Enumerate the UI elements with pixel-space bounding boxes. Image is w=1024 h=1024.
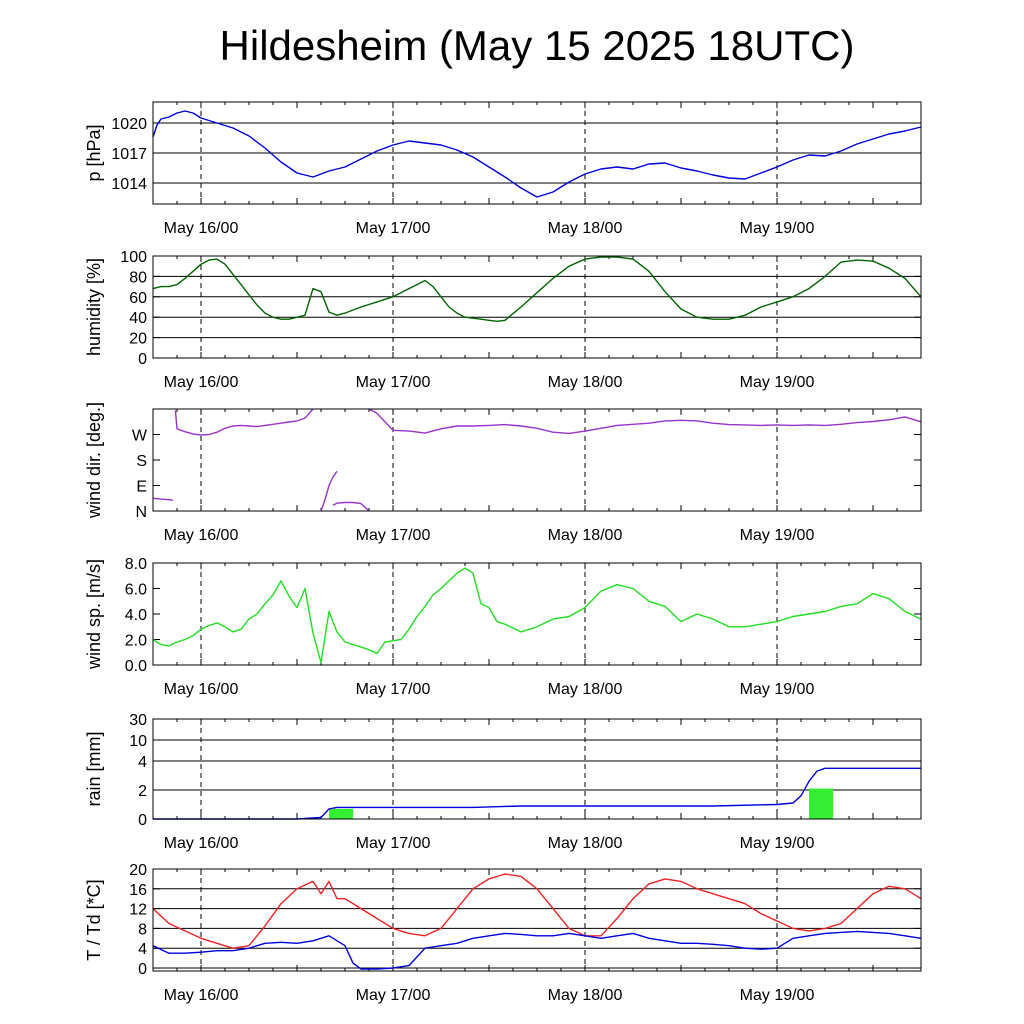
y-axis-label: rain [mm] bbox=[84, 731, 104, 806]
y-tick-label: 0 bbox=[138, 351, 147, 368]
y-tick-label: N bbox=[135, 504, 147, 521]
y-tick-label: 4 bbox=[138, 754, 147, 771]
x-tick-label: May 19/00 bbox=[740, 987, 815, 1004]
x-tick-label: May 18/00 bbox=[548, 527, 623, 544]
x-tick-label: May 18/00 bbox=[548, 374, 623, 391]
plot-frame bbox=[152, 255, 922, 359]
y-axis-label: humidity [%] bbox=[84, 258, 104, 356]
y-tick-label: 20 bbox=[129, 862, 147, 879]
wind-direction-series-segment bbox=[368, 408, 922, 435]
y-tick-label: 0 bbox=[138, 961, 147, 978]
temperature-series-line-td bbox=[152, 930, 922, 970]
y-tick-label: 0 bbox=[138, 812, 147, 829]
rain-bar bbox=[809, 788, 833, 819]
y-tick-label: 60 bbox=[129, 290, 147, 307]
plot-frame bbox=[152, 868, 922, 972]
y-tick-label: 4 bbox=[138, 941, 147, 958]
y-tick-label: 0.0 bbox=[125, 658, 147, 675]
y-axis-label: wind dir. [deg.] bbox=[84, 402, 104, 519]
y-tick-label: W bbox=[132, 428, 148, 445]
wind-speed-series-line bbox=[152, 567, 922, 664]
x-tick-label: May 16/00 bbox=[164, 374, 239, 391]
x-tick-label: May 16/00 bbox=[164, 835, 239, 852]
y-tick-label: 80 bbox=[129, 269, 147, 286]
x-tick-label: May 18/00 bbox=[548, 835, 623, 852]
y-tick-label: 1017 bbox=[111, 146, 147, 163]
y-tick-label: 6.0 bbox=[125, 582, 147, 599]
plot-frame bbox=[152, 101, 922, 205]
y-tick-label: 1020 bbox=[111, 116, 147, 133]
pressure-series-line bbox=[152, 110, 922, 198]
y-tick-label: E bbox=[136, 479, 147, 496]
y-tick-label: 1014 bbox=[111, 176, 147, 193]
humidity-series-line bbox=[152, 256, 922, 322]
wind-direction-series-segment bbox=[152, 497, 174, 501]
x-tick-label: May 19/00 bbox=[740, 835, 815, 852]
y-tick-label: 4.0 bbox=[125, 607, 147, 624]
y-tick-label: S bbox=[136, 453, 147, 470]
x-tick-label: May 16/00 bbox=[164, 987, 239, 1004]
y-tick-label: 12 bbox=[129, 902, 147, 919]
rain-bar bbox=[329, 808, 353, 819]
y-tick-label: 8.0 bbox=[125, 556, 147, 573]
x-tick-label: May 18/00 bbox=[548, 681, 623, 698]
y-tick-label: 10 bbox=[129, 733, 147, 750]
x-tick-label: May 16/00 bbox=[164, 681, 239, 698]
x-tick-label: May 17/00 bbox=[356, 987, 431, 1004]
x-tick-label: May 17/00 bbox=[356, 681, 431, 698]
plot-frame bbox=[152, 718, 922, 820]
y-tick-label: 20 bbox=[129, 331, 147, 348]
y-axis-label: T / Td [*C] bbox=[84, 879, 104, 960]
wind-direction-series-segment bbox=[174, 408, 314, 436]
x-tick-label: May 18/00 bbox=[548, 987, 623, 1004]
x-tick-label: May 19/00 bbox=[740, 681, 815, 698]
x-tick-label: May 19/00 bbox=[740, 374, 815, 391]
y-tick-label: 100 bbox=[120, 249, 147, 266]
x-tick-label: May 17/00 bbox=[356, 220, 431, 237]
y-tick-label: 30 bbox=[129, 712, 147, 729]
x-tick-label: May 17/00 bbox=[356, 374, 431, 391]
y-tick-label: 2 bbox=[138, 783, 147, 800]
rain-series-line bbox=[153, 767, 921, 820]
x-tick-label: May 16/00 bbox=[164, 527, 239, 544]
x-tick-label: May 16/00 bbox=[164, 220, 239, 237]
plot-frame bbox=[152, 562, 922, 666]
x-tick-label: May 19/00 bbox=[740, 220, 815, 237]
wind-direction-series-segment bbox=[332, 501, 370, 512]
plot-frame bbox=[152, 408, 922, 512]
y-axis-label: wind sp. [m/s] bbox=[84, 559, 104, 670]
x-tick-label: May 17/00 bbox=[356, 527, 431, 544]
wind-direction-series-segment bbox=[320, 470, 338, 512]
y-tick-label: 40 bbox=[129, 310, 147, 327]
y-axis-label: p [hPa] bbox=[84, 124, 104, 181]
y-tick-label: 2.0 bbox=[125, 633, 147, 650]
x-tick-label: May 17/00 bbox=[356, 835, 431, 852]
x-tick-label: May 18/00 bbox=[548, 220, 623, 237]
y-tick-label: 16 bbox=[129, 882, 147, 899]
y-tick-label: 8 bbox=[138, 921, 147, 938]
temperature-series-line-t bbox=[152, 873, 922, 949]
chart-title: Hildesheim (May 15 2025 18UTC) bbox=[219, 22, 855, 69]
x-tick-label: May 19/00 bbox=[740, 527, 815, 544]
